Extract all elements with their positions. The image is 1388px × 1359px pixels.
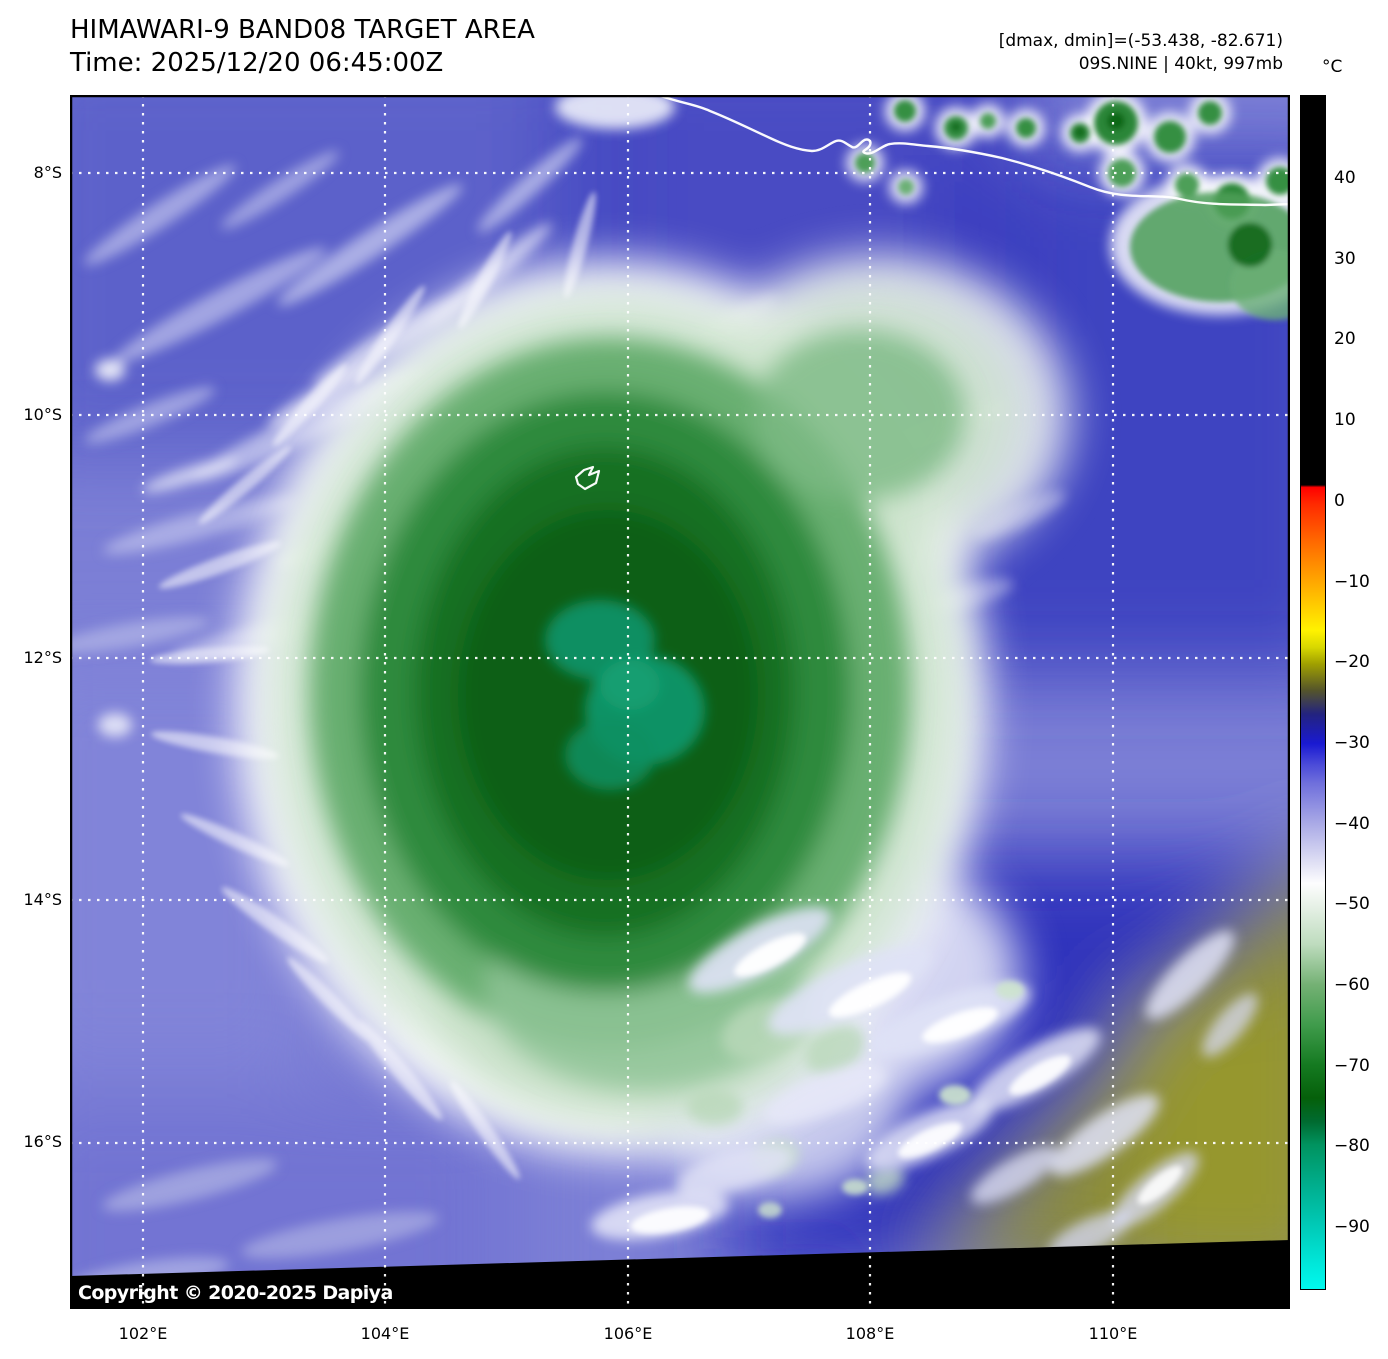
- lat-tick-10s: 10°S: [23, 405, 62, 424]
- page-title: HIMAWARI-9 BAND08 TARGET AREA: [70, 15, 535, 45]
- colorbar-tick-20: 20: [1334, 329, 1356, 349]
- island-outline: [574, 465, 601, 491]
- lon-tick-108e: 108°E: [845, 1324, 895, 1343]
- colorbar-tick-n80: −80: [1334, 1136, 1370, 1156]
- colorbar-tick-n40: −40: [1334, 814, 1370, 834]
- timestamp: Time: 2025/12/20 06:45:00Z: [70, 48, 444, 78]
- storm-info-label: 09S.NINE | 40kt, 997mb: [1078, 54, 1283, 74]
- lat-tick-12s: 12°S: [23, 648, 62, 667]
- southeast-cloud-bands: [590, 906, 1258, 1259]
- satellite-image: [70, 95, 1290, 1309]
- lon-tick-106e: 106°E: [603, 1324, 653, 1343]
- colorbar-tick-40: 40: [1334, 168, 1356, 188]
- map-border: [70, 95, 1290, 1309]
- colorbar-tick-n70: −70: [1334, 1056, 1370, 1076]
- colorbar-tick-n20: −20: [1334, 652, 1370, 672]
- colorbar-tick-n90: −90: [1334, 1217, 1370, 1237]
- lon-tick-102e: 102°E: [118, 1324, 168, 1343]
- scan-edge-black-strip: [70, 1240, 1290, 1309]
- colorbar-tick-30: 30: [1334, 249, 1356, 269]
- colorbar-tick-n60: −60: [1334, 975, 1370, 995]
- lon-tick-110e: 110°E: [1088, 1324, 1138, 1343]
- colorbar-gradient: [1300, 95, 1326, 1290]
- colorbar-unit-label: °C: [1322, 57, 1343, 77]
- lat-tick-14s: 14°S: [23, 890, 62, 909]
- colorbar-tick-10: 10: [1334, 410, 1356, 430]
- coastal-convection: [555, 95, 1290, 320]
- lat-tick-16s: 16°S: [23, 1132, 62, 1151]
- colorbar-tick-n30: −30: [1334, 733, 1370, 753]
- lat-tick-8s: 8°S: [33, 163, 62, 182]
- copyright-label: Copyright © 2020-2025 Dapiya: [78, 1282, 393, 1304]
- dmax-dmin-label: [dmax, dmin]=(-53.438, -82.671): [998, 31, 1283, 51]
- storm-canopy: [150, 191, 1070, 1200]
- header-block: HIMAWARI-9 BAND08 TARGET AREA Time: 2025…: [70, 14, 535, 80]
- lon-tick-104e: 104°E: [360, 1324, 410, 1343]
- java-coastline: [656, 95, 1290, 207]
- colorbar-tick-n50: −50: [1334, 894, 1370, 914]
- colorbar-tick-n10: −10: [1334, 572, 1370, 592]
- colorbar-tick-0: 0: [1334, 491, 1345, 511]
- header-right-block: [dmax, dmin]=(-53.438, -82.671) 09S.NINE…: [999, 30, 1283, 76]
